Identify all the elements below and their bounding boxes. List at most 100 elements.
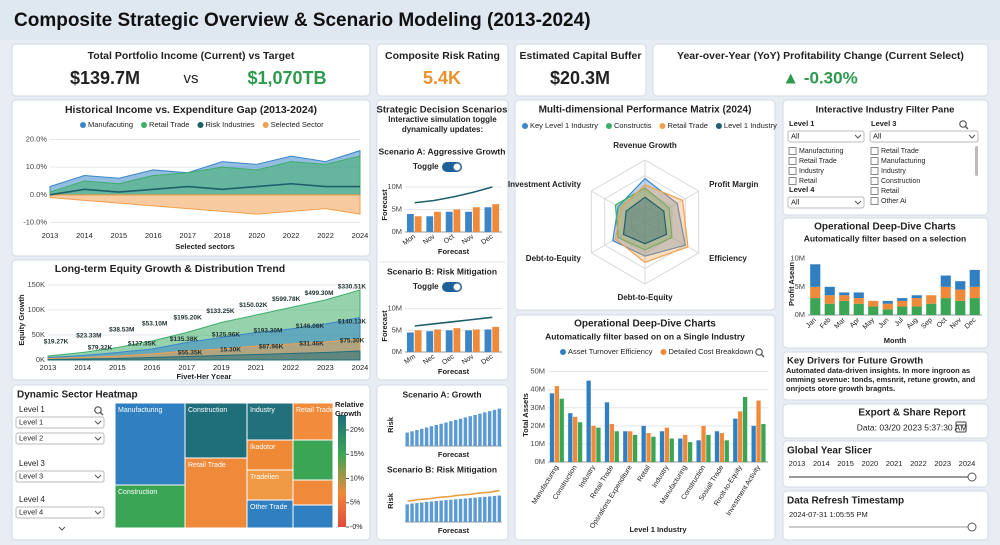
checkbox[interactable] bbox=[870, 147, 879, 155]
dropdown[interactable] bbox=[15, 506, 105, 519]
y-tick-label: 5M bbox=[392, 204, 402, 213]
text-block: Interactive simulation toggle dynamicall… bbox=[388, 115, 497, 134]
slicer-year[interactable]: 2013 bbox=[789, 459, 806, 468]
slicer-year[interactable]: 2020 bbox=[862, 459, 879, 468]
dropdown[interactable] bbox=[787, 196, 865, 209]
bar bbox=[596, 427, 601, 462]
treemap-tile bbox=[292, 402, 334, 441]
dropdown[interactable] bbox=[869, 130, 979, 143]
bar bbox=[439, 423, 443, 446]
slicer-year[interactable]: 2015 bbox=[837, 459, 854, 468]
bar bbox=[434, 329, 441, 352]
dropdown-chevron bbox=[968, 134, 976, 139]
y-tick-label: 20.0% bbox=[26, 135, 48, 144]
filter-label: Level 3 bbox=[871, 119, 896, 128]
checkbox[interactable] bbox=[788, 157, 797, 165]
slider-knob[interactable] bbox=[967, 522, 977, 532]
bar bbox=[659, 431, 665, 462]
x-tick-label: 2022 bbox=[317, 231, 334, 240]
panel bbox=[652, 43, 989, 97]
chart-title: Scenario A: Growth bbox=[402, 389, 481, 399]
x-tick-label: 2018 bbox=[214, 231, 231, 240]
bar bbox=[604, 402, 610, 462]
legend-swatch bbox=[262, 122, 269, 128]
bar bbox=[733, 418, 738, 462]
search-icon[interactable] bbox=[959, 120, 967, 128]
checkbox[interactable] bbox=[870, 177, 879, 185]
bar bbox=[453, 499, 458, 522]
panel bbox=[782, 99, 989, 216]
slicer-year[interactable]: 2024 bbox=[959, 459, 976, 468]
dropdown[interactable] bbox=[787, 130, 865, 143]
line bbox=[414, 316, 493, 327]
slider-knob[interactable] bbox=[967, 472, 977, 482]
checkbox[interactable] bbox=[870, 157, 879, 165]
checkbox[interactable] bbox=[788, 147, 797, 155]
slicer-year[interactable]: 2021 bbox=[886, 459, 903, 468]
data-annotation: $195.20K bbox=[173, 314, 201, 321]
dropdown[interactable] bbox=[15, 470, 105, 483]
x-tick-label: 2013 bbox=[40, 363, 57, 372]
checkbox[interactable] bbox=[870, 167, 879, 175]
bar bbox=[453, 419, 458, 446]
y-tick-label: 5M bbox=[795, 282, 805, 291]
bar bbox=[458, 498, 463, 522]
y-tick-label: 5M bbox=[392, 325, 402, 334]
bar-segment bbox=[882, 303, 893, 310]
bar bbox=[472, 207, 480, 232]
bar-segment bbox=[926, 295, 937, 304]
dropdown-chevron bbox=[94, 420, 102, 425]
bar-segment bbox=[853, 303, 864, 315]
treemap-tile bbox=[184, 402, 248, 459]
checkbox[interactable] bbox=[870, 187, 879, 195]
panel-title: Data Refresh Timestamp bbox=[787, 496, 904, 507]
kpi-title: Estimated Capital Buffer bbox=[520, 50, 642, 62]
legend-label: Detailed Cost Breakdown bbox=[668, 347, 753, 356]
bar bbox=[554, 386, 560, 462]
treemap-tile bbox=[246, 469, 294, 501]
treemap-tile bbox=[292, 504, 334, 529]
x-axis-label: Forecast bbox=[438, 367, 470, 376]
search-icon[interactable] bbox=[94, 406, 102, 414]
button-label[interactable]: Export & Share Report bbox=[858, 408, 966, 419]
slicer-year[interactable]: 2023 bbox=[934, 459, 951, 468]
filter-option: Manufacturing bbox=[881, 158, 925, 165]
bar-segment bbox=[810, 286, 821, 299]
color-tick-label: 15% bbox=[350, 451, 364, 458]
treemap-label: Manufacturing bbox=[118, 407, 162, 414]
y-tick-label: 10M bbox=[790, 254, 805, 263]
slicer-year[interactable]: 2014 bbox=[813, 459, 830, 468]
checkbox[interactable] bbox=[788, 167, 797, 175]
text-block: Relative Growth bbox=[335, 400, 364, 418]
bar-segment bbox=[853, 292, 864, 299]
x-axis-label: Forecast bbox=[438, 526, 470, 535]
x-axis-label: Forecast bbox=[438, 247, 470, 256]
bar-segment bbox=[969, 298, 980, 315]
panel bbox=[376, 99, 509, 381]
x-tick-label: 2013 bbox=[42, 231, 59, 240]
search-icon[interactable] bbox=[755, 348, 763, 356]
bar bbox=[453, 328, 461, 352]
toggle-label[interactable]: Toggle bbox=[413, 162, 439, 171]
bar-segment bbox=[955, 300, 966, 315]
checkbox[interactable] bbox=[870, 197, 879, 205]
x-axis-label: Month bbox=[884, 336, 907, 345]
bar bbox=[742, 396, 748, 462]
bar-segment bbox=[824, 295, 835, 304]
chart-title: Multi-dimensional Performance Matrix (20… bbox=[539, 105, 752, 116]
checkbox[interactable] bbox=[788, 177, 797, 185]
bar bbox=[628, 431, 633, 462]
bar bbox=[463, 417, 468, 446]
kpi-value: $139.7M bbox=[70, 68, 140, 88]
dropdown[interactable] bbox=[15, 416, 105, 429]
dropdown[interactable] bbox=[15, 432, 105, 445]
bar bbox=[458, 418, 463, 446]
color-tick-label: 20% bbox=[350, 427, 364, 434]
chart-title: Operational Deep-Dive Charts bbox=[574, 319, 716, 330]
chart-title: Scenario A: Aggressive Growth bbox=[379, 146, 506, 156]
toggle-label[interactable]: Toggle bbox=[413, 282, 439, 291]
x-tick-label: 2015 bbox=[109, 363, 126, 372]
calendar-icon[interactable] bbox=[955, 421, 967, 433]
slicer-year[interactable]: 2022 bbox=[910, 459, 927, 468]
panel bbox=[782, 440, 989, 488]
